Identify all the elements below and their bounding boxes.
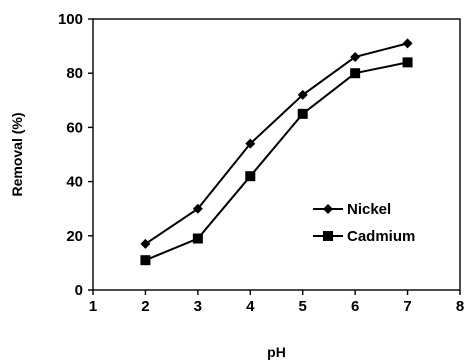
axes [92,18,461,291]
x-tick-label: 3 [194,298,202,315]
data-point-diamond [402,38,413,49]
x-tick-label: 7 [403,298,411,315]
data-point-square [350,68,361,79]
data-point-square [140,255,151,266]
x-tick-label: 6 [351,298,359,315]
x-tick-label: 2 [141,298,149,315]
data-point-square [402,57,413,68]
legend-item: Cadmium [313,228,415,245]
y-tick-label: 40 [66,174,83,191]
legend-label: Nickel [347,201,391,218]
data-point-square [297,108,308,119]
data-point-diamond [192,203,203,214]
data-point-square [245,171,256,182]
plot-frame [92,18,461,291]
data-point-diamond [323,204,333,214]
data-point-diamond [245,138,256,149]
legend-item: Nickel [313,201,391,218]
y-tick-label: 60 [66,119,83,136]
legend: Nickel Cadmium [313,201,415,245]
series-nickel [140,38,413,249]
data-point-diamond [297,89,308,100]
y-tick-label: 80 [66,65,83,82]
data-point-square [192,233,203,244]
data-point-square [323,231,333,241]
x-tick-label: 8 [456,298,464,315]
plot-area [140,38,413,266]
x-axis-ticks: 1 2 3 4 5 6 7 8 [89,290,464,315]
y-tick-label: 0 [75,282,83,299]
x-tick-label: 5 [299,298,307,315]
y-axis-ticks: 0 20 40 60 80 100 [58,11,93,299]
series-line [144,42,408,245]
x-axis-label: pH [267,344,286,360]
data-point-diamond [350,51,361,62]
y-tick-label: 20 [66,228,83,245]
y-tick-label: 100 [58,11,83,28]
y-axis-label: Removal (%) [9,112,25,196]
x-tick-label: 1 [89,298,97,315]
data-point-diamond [140,238,151,249]
series-cadmium [140,57,413,266]
x-tick-label: 4 [246,298,255,315]
series-line [145,61,408,262]
legend-label: Cadmium [347,228,415,245]
